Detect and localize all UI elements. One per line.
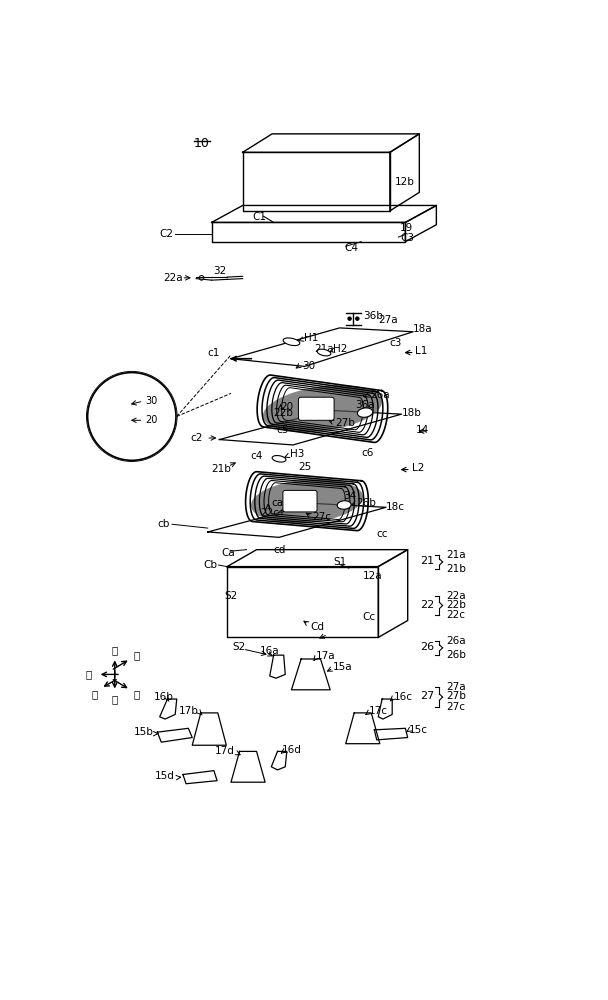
Text: Cc: Cc [363, 612, 376, 622]
Text: H3: H3 [290, 449, 304, 459]
Text: 右: 右 [133, 689, 140, 699]
Circle shape [348, 317, 351, 320]
Text: 22b: 22b [274, 408, 294, 418]
Ellipse shape [272, 456, 286, 462]
Text: 19: 19 [400, 223, 413, 233]
Text: 21a: 21a [315, 344, 334, 354]
Text: 15d: 15d [154, 771, 174, 781]
Text: c3: c3 [390, 338, 402, 348]
Text: C3: C3 [400, 233, 414, 243]
Text: c2: c2 [191, 433, 203, 443]
Text: 后: 后 [133, 650, 140, 660]
Text: 20: 20 [145, 415, 157, 425]
Text: 26a: 26a [370, 390, 390, 400]
Text: 21b: 21b [446, 564, 466, 574]
Text: 26b: 26b [356, 498, 376, 508]
Text: 上: 上 [112, 645, 118, 655]
Text: 16b: 16b [153, 692, 173, 702]
Circle shape [356, 317, 359, 320]
Ellipse shape [317, 349, 331, 356]
Text: 17c: 17c [369, 706, 388, 716]
Text: 27a: 27a [378, 315, 398, 325]
Text: Cb: Cb [203, 560, 217, 570]
Text: cd: cd [274, 545, 286, 555]
Text: 30: 30 [145, 396, 157, 406]
Text: 12a: 12a [363, 571, 382, 581]
Text: c5: c5 [276, 425, 288, 435]
Text: 下: 下 [112, 694, 118, 704]
Text: 27c: 27c [446, 702, 466, 712]
Text: 20: 20 [280, 402, 293, 412]
Text: 30: 30 [302, 361, 316, 371]
Text: 25: 25 [299, 462, 312, 472]
Text: 17a: 17a [316, 651, 336, 661]
Text: c4: c4 [250, 451, 263, 461]
Text: 前: 前 [91, 689, 98, 699]
Text: ca: ca [271, 498, 283, 508]
Text: L1: L1 [415, 346, 428, 356]
FancyBboxPatch shape [283, 490, 317, 512]
Ellipse shape [358, 408, 373, 417]
Text: 18b: 18b [401, 408, 421, 418]
Text: L2: L2 [412, 463, 424, 473]
Text: H2: H2 [333, 344, 347, 354]
Text: 36b: 36b [364, 311, 384, 321]
Ellipse shape [251, 479, 363, 523]
Text: 27c: 27c [313, 512, 331, 522]
Text: 27: 27 [420, 691, 434, 701]
Text: 15b: 15b [134, 727, 153, 737]
Text: 15a: 15a [333, 662, 353, 672]
Text: 16c: 16c [394, 692, 413, 702]
Text: Cd: Cd [310, 622, 324, 632]
Text: 18a: 18a [413, 324, 433, 334]
Text: 36a: 36a [355, 400, 375, 410]
Text: 22c: 22c [260, 508, 280, 518]
Text: 16d: 16d [282, 745, 301, 755]
Text: S2: S2 [225, 591, 238, 601]
Text: 27b: 27b [446, 691, 466, 701]
Text: 15c: 15c [409, 725, 428, 735]
Text: c1: c1 [208, 348, 220, 358]
Text: S2: S2 [232, 642, 246, 652]
Text: H1: H1 [304, 333, 318, 343]
Text: 22b: 22b [446, 600, 466, 610]
Text: 左: 左 [85, 669, 92, 679]
Text: 17b: 17b [179, 706, 198, 716]
Text: C1: C1 [252, 212, 266, 222]
Text: 32: 32 [213, 266, 227, 276]
Text: C4: C4 [344, 243, 358, 253]
Text: 14: 14 [415, 425, 429, 435]
Ellipse shape [283, 338, 300, 346]
Text: c6: c6 [361, 448, 373, 458]
Text: 22a: 22a [446, 591, 466, 601]
Text: 21a: 21a [446, 550, 466, 560]
Ellipse shape [263, 385, 382, 432]
Text: Ca: Ca [221, 548, 235, 558]
Text: 27a: 27a [446, 682, 466, 692]
Text: 10: 10 [194, 137, 210, 150]
Text: C2: C2 [160, 229, 174, 239]
Text: 18c: 18c [386, 502, 405, 512]
Text: cb: cb [157, 519, 170, 529]
Text: 22c: 22c [446, 610, 466, 620]
Text: 17d: 17d [215, 746, 235, 756]
Text: 12b: 12b [395, 177, 415, 187]
Text: 26: 26 [420, 642, 434, 652]
Text: 26b: 26b [446, 650, 466, 660]
Ellipse shape [337, 501, 351, 509]
Text: 26a: 26a [446, 636, 466, 646]
Text: 22a: 22a [163, 273, 182, 283]
Text: 21: 21 [420, 556, 434, 566]
Text: 34: 34 [344, 491, 357, 501]
Text: 27b: 27b [336, 418, 356, 428]
Text: 22: 22 [420, 600, 434, 610]
Circle shape [88, 373, 176, 460]
FancyBboxPatch shape [299, 397, 334, 420]
Text: 16a: 16a [260, 646, 279, 656]
Text: cc: cc [376, 529, 387, 539]
Text: S1: S1 [333, 557, 347, 567]
Text: 21b: 21b [212, 464, 232, 474]
